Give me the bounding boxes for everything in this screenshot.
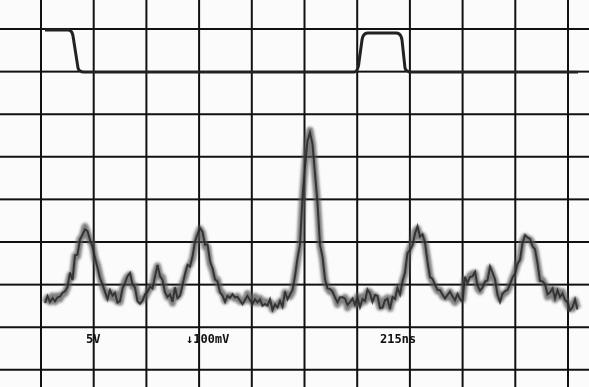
oscilloscope-screen: 5V ↓100mV 215ns [0, 0, 589, 387]
channel-1-scale: 5V [86, 332, 100, 346]
time-scale: 215ns [380, 332, 416, 346]
screen-background [0, 0, 589, 387]
channel-2-scale: ↓100mV [186, 332, 229, 346]
page: {"labels": {"volts_per_div_1": "5V", "vo… [0, 0, 589, 387]
